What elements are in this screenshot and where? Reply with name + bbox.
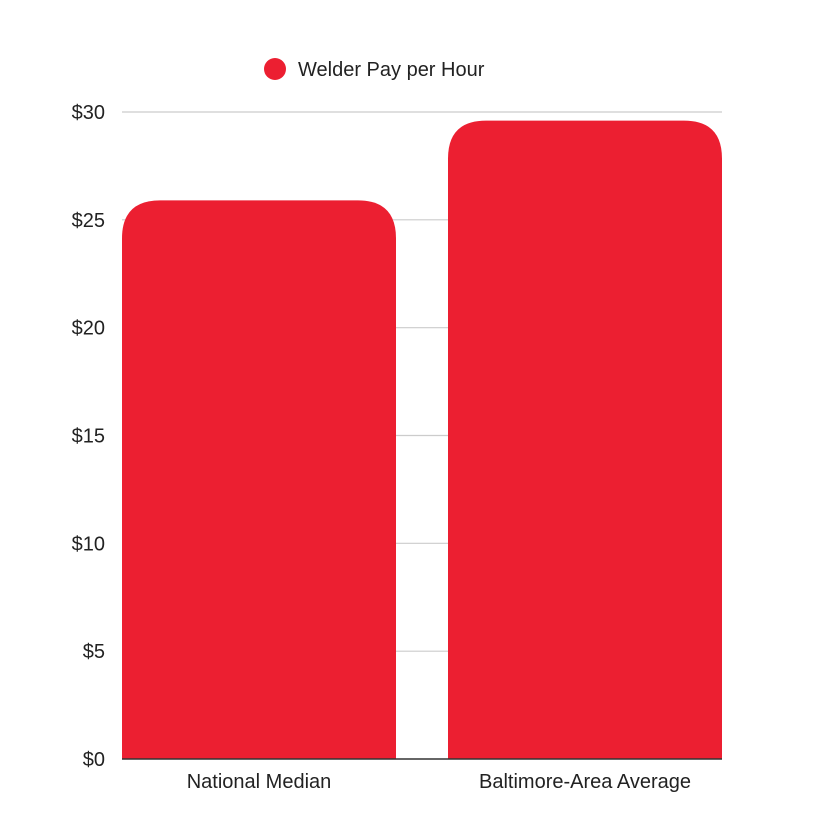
y-tick-label: $10 <box>72 533 105 555</box>
y-tick-label: $15 <box>72 426 105 448</box>
y-tick-label: $25 <box>72 210 105 232</box>
legend: Welder Pay per Hour <box>264 58 485 81</box>
y-tick-label: $20 <box>72 318 105 340</box>
bar-national-median <box>122 200 396 759</box>
y-axis-tick-labels: $0 $5 $10 $15 $20 $25 $30 <box>72 102 105 771</box>
bars <box>122 120 722 760</box>
x-axis-category-labels: National Median Baltimore-Area Average <box>187 771 691 793</box>
y-tick-label: $30 <box>72 102 105 124</box>
legend-marker <box>264 58 286 80</box>
legend-label: Welder Pay per Hour <box>298 59 485 81</box>
y-tick-label: $0 <box>83 749 105 771</box>
x-category-label: National Median <box>187 771 332 793</box>
y-tick-label: $5 <box>83 641 105 663</box>
bar-baltimore-area-average <box>448 120 722 760</box>
x-category-label: Baltimore-Area Average <box>479 771 691 793</box>
